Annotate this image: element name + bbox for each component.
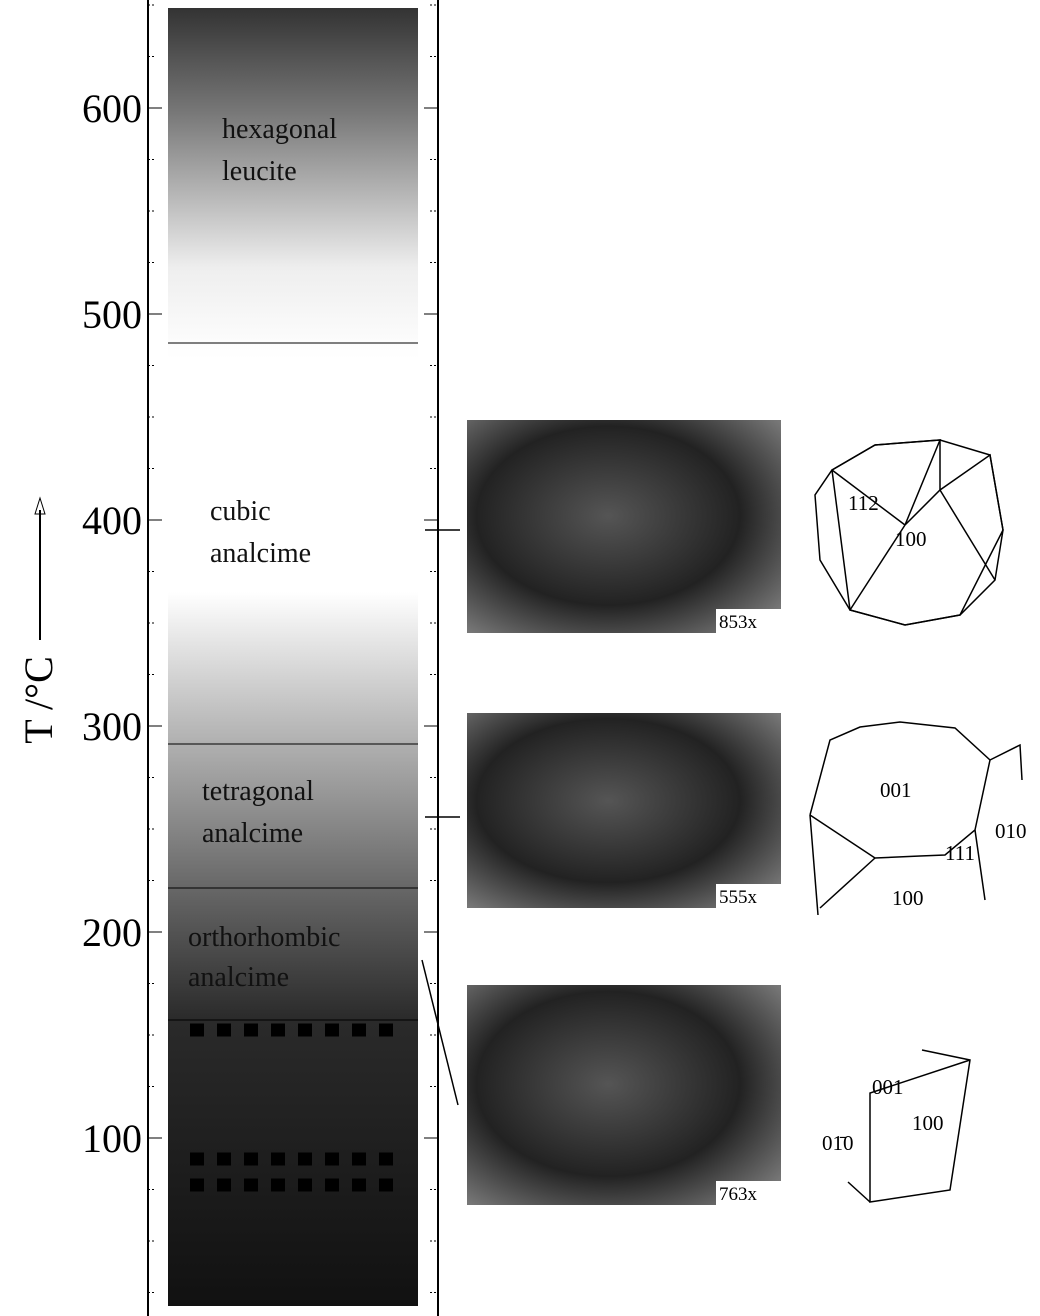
face-label: 001 bbox=[872, 1075, 904, 1099]
magnification: 763x bbox=[719, 1184, 758, 1205]
micrograph bbox=[467, 713, 781, 908]
face-label: 100 bbox=[892, 886, 924, 910]
face-label: 001 bbox=[880, 778, 912, 802]
phase-label: tetragonal bbox=[202, 776, 314, 807]
tick-label: 400 bbox=[82, 498, 142, 543]
face-label: 100 bbox=[912, 1111, 944, 1135]
phase-label: analcime bbox=[188, 962, 289, 993]
tick-label: 300 bbox=[82, 704, 142, 749]
axis-label: T /°C bbox=[16, 656, 61, 744]
face-label: 112 bbox=[848, 491, 879, 515]
crystal-3: 001 100 01̄0 bbox=[822, 1050, 970, 1202]
tick-label: 100 bbox=[82, 1116, 142, 1161]
face-label: 010 bbox=[995, 819, 1027, 843]
phase-column bbox=[168, 8, 418, 1306]
phase-label: analcime bbox=[202, 818, 303, 849]
phase-label: cubic bbox=[210, 496, 271, 527]
face-label: 01̄0 bbox=[822, 1131, 854, 1155]
phase-label: analcime bbox=[210, 538, 311, 569]
connector bbox=[422, 960, 458, 1105]
crystal-1: 112 100 bbox=[815, 440, 1003, 625]
tick-label: 200 bbox=[82, 910, 142, 955]
magnification: 555x bbox=[719, 887, 758, 908]
face-label: 111 bbox=[945, 841, 975, 865]
micrograph bbox=[467, 420, 781, 633]
axis-title: T /°C bbox=[16, 656, 61, 744]
phase-label: leucite bbox=[222, 156, 297, 187]
phase-label: hexagonal bbox=[222, 114, 337, 145]
figure: 600 500 400 300 200 100 T /°C hexagonal leuci… bbox=[0, 0, 1040, 1316]
micrograph bbox=[467, 985, 781, 1205]
phase-label: orthorhombic bbox=[188, 922, 340, 953]
tick-label: 500 bbox=[82, 292, 142, 337]
tick-label: 600 bbox=[82, 86, 142, 131]
magnification: 853x bbox=[719, 612, 758, 633]
face-label: 100 bbox=[895, 527, 927, 551]
crystal-2: 001 010 111 100 bbox=[810, 722, 1027, 915]
